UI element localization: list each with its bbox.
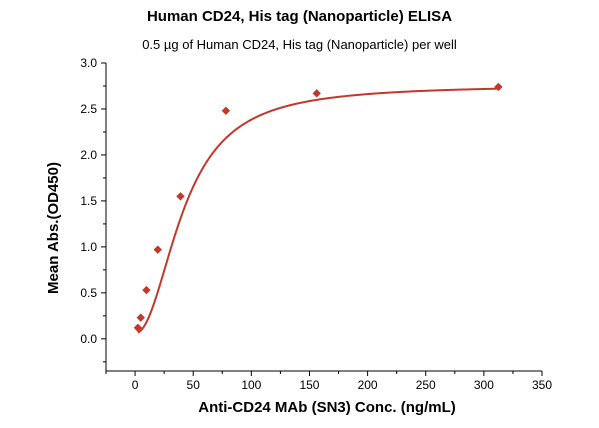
data-point: [176, 192, 185, 201]
x-tick-label: 100: [241, 378, 261, 392]
x-axis-label: Anti-CD24 MAb (SN3) Conc. (ng/mL): [198, 399, 455, 416]
chart-subtitle: 0.5 µg of Human CD24, His tag (Nanoparti…: [142, 37, 457, 52]
x-tick-label: 150: [299, 378, 319, 392]
x-tick-label: 200: [358, 378, 378, 392]
y-tick-label: 1.0: [80, 240, 97, 254]
data-point: [142, 285, 151, 295]
chart-title: Human CD24, His tag (Nanoparticle) ELISA: [146, 8, 453, 25]
y-tick-label: 2.0: [80, 148, 97, 162]
data-points: [133, 82, 503, 332]
x-tick-label: 0: [132, 378, 139, 392]
y-tick-label: 0.0: [80, 332, 97, 346]
y-tick-label: 1.5: [80, 194, 97, 208]
data-point: [136, 313, 145, 322]
x-tick-label: 50: [187, 378, 201, 392]
y-tick-label: 3.0: [80, 56, 97, 70]
data-point: [133, 323, 143, 332]
y-axis-label: Mean Abs.(OD450): [45, 162, 62, 294]
data-point: [494, 82, 503, 92]
axes: 0 50 100 150 200 250 300 350 0.0 0.5 1.0 1.5 2.0 2.5 3…: [80, 56, 552, 392]
y-tick-label: 2.5: [80, 102, 97, 116]
data-point: [312, 89, 321, 98]
x-tick-label: 300: [474, 378, 494, 392]
y-tick-label: 0.5: [80, 286, 97, 300]
data-point: [221, 106, 231, 116]
x-tick-label: 250: [416, 378, 436, 392]
fit-curve: [137, 87, 499, 334]
data-point: [153, 245, 162, 254]
fit-curve-group: [137, 87, 499, 334]
x-tick-label: 350: [532, 378, 552, 392]
